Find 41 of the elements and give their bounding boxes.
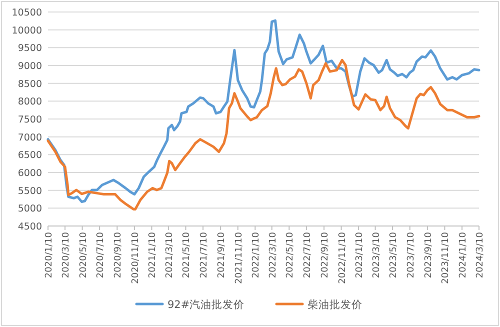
x-tick-label: 2024/1/10 bbox=[458, 232, 468, 278]
y-tick-label: 5000 bbox=[18, 204, 42, 215]
y-tick-label: 7500 bbox=[18, 114, 42, 126]
y-tick-label: 4500 bbox=[18, 222, 42, 232]
x-tick-label: 2021/3/10 bbox=[164, 232, 175, 278]
y-tick-label: 7000 bbox=[18, 132, 42, 144]
y-tick-label: 10000 bbox=[12, 25, 42, 36]
x-tick-label: 2021/1/10 bbox=[148, 232, 158, 278]
x-tick-label: 2020/9/10 bbox=[114, 232, 124, 278]
y-tick-label: 5500 bbox=[18, 186, 42, 197]
legend-label: 柴油批发价 bbox=[308, 298, 362, 311]
x-tick-label: 2020/11/10 bbox=[130, 232, 141, 284]
x-tick-label: 2023/9/10 bbox=[424, 232, 434, 278]
y-tick-label: 8000 bbox=[18, 96, 42, 108]
x-tick-label: 2022/11/10 bbox=[338, 232, 348, 284]
x-tick-label: 2021/5/10 bbox=[182, 232, 192, 278]
x-tick-label: 2022/3/10 bbox=[268, 232, 278, 278]
x-tick-label: 2020/1/10 bbox=[44, 232, 54, 278]
x-tick-label: 2023/3/10 bbox=[372, 232, 382, 278]
x-tick-label: 2023/5/10 bbox=[389, 232, 400, 278]
x-tick-label: 2021/11/10 bbox=[234, 232, 244, 284]
x-tick-label: 2022/5/10 bbox=[286, 232, 296, 278]
x-tick-label: 2021/9/10 bbox=[217, 232, 228, 278]
y-tick-label: 8500 bbox=[18, 78, 42, 90]
y-tick-label: 9500 bbox=[18, 43, 42, 54]
x-tick-label: 2024/3/10 bbox=[476, 232, 486, 278]
x-tick-label: 2023/11/10 bbox=[441, 232, 452, 284]
y-tick-label: 9000 bbox=[18, 61, 42, 72]
x-tick-label: 2021/7/10 bbox=[200, 232, 210, 278]
y-tick-label: 10500 bbox=[12, 8, 42, 18]
x-tick-label: 2020/3/10 bbox=[62, 232, 72, 278]
x-tick-label: 2020/5/10 bbox=[78, 232, 89, 278]
x-tick-label: 2022/7/10 bbox=[302, 232, 313, 278]
y-tick-label: 6500 bbox=[18, 150, 42, 162]
legend-label: 92#汽油批发价 bbox=[168, 298, 245, 311]
x-tick-label: 2020/7/10 bbox=[96, 232, 106, 278]
x-tick-label: 2022/9/10 bbox=[320, 232, 330, 278]
x-tick-label: 2023/1/10 bbox=[355, 232, 366, 278]
y-tick-label: 6000 bbox=[18, 168, 42, 179]
x-tick-label: 2022/1/10 bbox=[252, 232, 262, 278]
x-tick-label: 2023/7/10 bbox=[406, 232, 416, 278]
